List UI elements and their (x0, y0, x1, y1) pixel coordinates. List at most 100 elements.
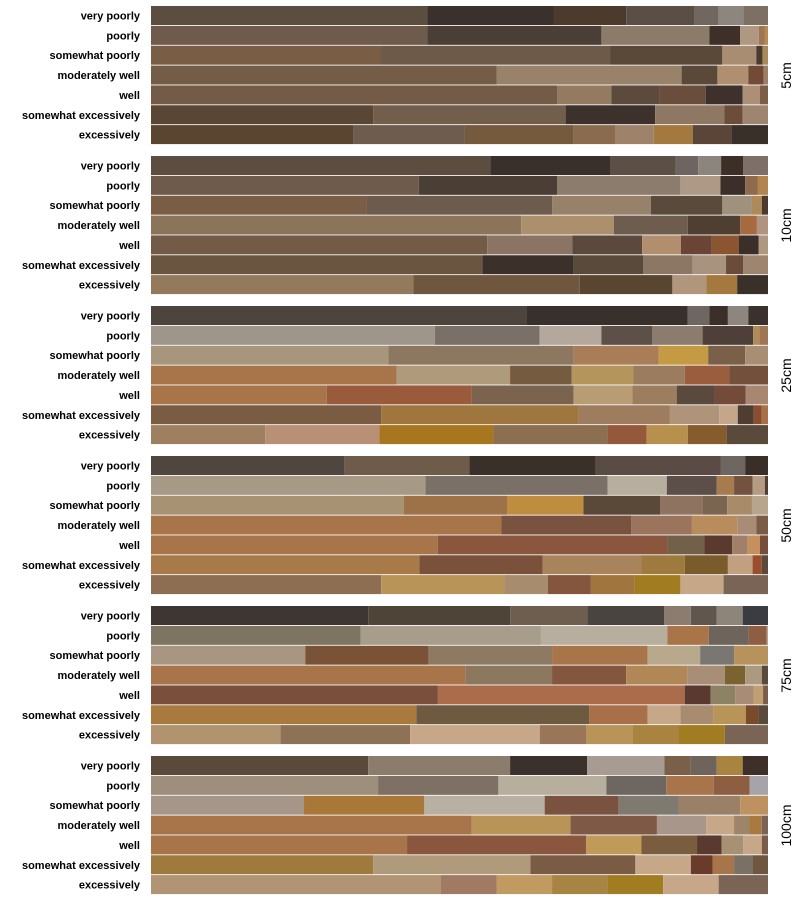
panel-label: 10cm (778, 208, 794, 242)
bar-segment-100cm-well-0 (151, 835, 408, 855)
bar-segment-5cm-somewhat-poorly-2 (610, 45, 723, 65)
bar-segment-50cm-moderately-well-5 (756, 515, 768, 535)
category-label: somewhat poorly (50, 200, 141, 212)
bar-segment-25cm-somewhat-excessively-5 (737, 405, 754, 425)
category-label: somewhat poorly (50, 800, 141, 812)
bar-segment-25cm-poorly-5 (702, 325, 754, 345)
bar-segment-25cm-somewhat-poorly-2 (573, 345, 659, 365)
bar-segment-5cm-somewhat-poorly-0 (151, 45, 381, 65)
bar-segment-5cm-excessively-7 (731, 125, 768, 145)
bar-segment-25cm-very-poorly-3 (709, 306, 728, 325)
panel-label: 50cm (778, 508, 794, 542)
bar-segment-75cm-poorly-1 (360, 625, 541, 645)
bar-segment-10cm-well-5 (711, 235, 739, 255)
bar-segment-25cm-excessively-4 (607, 425, 647, 445)
bar-segment-5cm-moderately-well-0 (151, 65, 497, 85)
category-label: somewhat poorly (50, 50, 141, 62)
bar-segment-75cm-very-poorly-3 (587, 606, 665, 625)
bar-segment-100cm-excessively-3 (552, 875, 608, 895)
bar-segment-25cm-moderately-well-4 (633, 365, 685, 385)
bar-segment-100cm-well-5 (721, 835, 744, 855)
bar-segment-10cm-well-4 (681, 235, 712, 255)
bar-segment-25cm-moderately-well-3 (571, 365, 634, 385)
bar-segment-100cm-moderately-well-4 (706, 815, 735, 835)
bar-segment-100cm-excessively-1 (440, 875, 497, 895)
bar-segment-5cm-somewhat-poorly-3 (722, 45, 757, 65)
bar-segment-25cm-somewhat-poorly-0 (151, 345, 389, 365)
bar-segment-10cm-very-poorly-1 (490, 156, 611, 175)
bar-segment-5cm-poorly-1 (427, 25, 602, 45)
category-label: well (118, 840, 140, 852)
bar-segment-25cm-somewhat-excessively-4 (719, 405, 738, 425)
bar-segment-5cm-somewhat-excessively-3 (655, 105, 725, 125)
bar-segment-5cm-poorly-0 (151, 25, 428, 45)
bar-segment-100cm-poorly-6 (749, 775, 768, 795)
bar-segment-75cm-very-poorly-0 (151, 606, 369, 625)
bar-segment-100cm-well-7 (761, 835, 768, 855)
panel-label: 25cm (778, 358, 794, 392)
category-label: moderately well (57, 520, 140, 532)
bar-segment-100cm-moderately-well-2 (570, 815, 657, 835)
bar-segment-100cm-well-2 (585, 835, 642, 855)
bar-segment-100cm-very-poorly-4 (664, 756, 691, 775)
bar-segment-100cm-somewhat-excessively-4 (690, 855, 713, 875)
bar-segment-5cm-somewhat-excessively-5 (742, 105, 768, 125)
bar-segment-25cm-somewhat-excessively-6 (753, 405, 762, 425)
bar-segment-25cm-poorly-2 (539, 325, 602, 345)
panel-100cm: very poorly poorly somewhat poorly moderate… (22, 756, 794, 895)
category-label: excessively (79, 880, 141, 892)
bar-segment-50cm-poorly-4 (716, 475, 735, 495)
bar-segment-25cm-poorly-7 (759, 325, 768, 345)
bar-segment-75cm-somewhat-poorly-0 (151, 645, 306, 665)
bar-segment-25cm-poorly-6 (753, 325, 760, 345)
category-label: very poorly (81, 461, 141, 473)
bar-segment-10cm-excessively-0 (151, 275, 414, 295)
panel-50cm: very poorly poorly somewhat poorly moderate… (22, 456, 794, 595)
panel-label: 100cm (778, 804, 794, 846)
bar-segment-50cm-excessively-3 (547, 575, 591, 595)
bar-segment-75cm-excessively-0 (151, 725, 281, 745)
bar-segment-50cm-poorly-0 (151, 475, 426, 495)
bar-segment-10cm-very-poorly-5 (721, 156, 744, 175)
bar-segment-50cm-somewhat-excessively-7 (761, 555, 768, 575)
bar-segment-75cm-excessively-5 (632, 725, 679, 745)
bar-segment-50cm-excessively-1 (381, 575, 505, 595)
category-label: excessively (79, 430, 141, 442)
bar-segment-5cm-moderately-well-5 (763, 65, 768, 85)
bar-segment-10cm-well-1 (487, 235, 573, 255)
bar-segment-10cm-somewhat-poorly-2 (552, 195, 651, 215)
bar-segment-5cm-well-0 (151, 85, 557, 105)
bar-segment-100cm-well-3 (641, 835, 698, 855)
bar-segment-25cm-excessively-1 (265, 425, 380, 445)
bar-segment-10cm-very-poorly-4 (698, 156, 722, 175)
bar-segment-75cm-poorly-2 (540, 625, 668, 645)
bar-segment-75cm-moderately-well-1 (465, 665, 553, 685)
category-label: somewhat poorly (50, 350, 141, 362)
panel-label: 5cm (778, 62, 794, 88)
bar-segment-5cm-well-1 (556, 85, 612, 105)
bar-segment-100cm-well-4 (697, 835, 722, 855)
bar-segment-25cm-very-poorly-5 (748, 306, 768, 325)
bar-segment-75cm-excessively-2 (410, 725, 540, 745)
bar-segment-25cm-excessively-3 (493, 425, 608, 445)
bar-segment-10cm-somewhat-poorly-4 (722, 195, 752, 215)
bar-segment-75cm-somewhat-excessively-4 (680, 705, 714, 725)
bar-segment-5cm-well-6 (759, 85, 768, 105)
category-label: poorly (106, 780, 140, 792)
category-label: excessively (79, 280, 141, 292)
bar-segment-5cm-somewhat-excessively-0 (151, 105, 374, 125)
bar-segment-75cm-moderately-well-5 (724, 665, 746, 685)
bar-segment-75cm-moderately-well-7 (761, 665, 768, 685)
category-label: very poorly (81, 761, 141, 773)
bar-segment-50cm-poorly-6 (752, 475, 765, 495)
bar-segment-75cm-poorly-4 (708, 625, 749, 645)
bar-segment-25cm-well-0 (151, 385, 327, 405)
category-label: well (118, 390, 140, 402)
bar-segment-75cm-somewhat-poorly-2 (428, 645, 553, 665)
bar-segment-10cm-moderately-well-5 (756, 215, 768, 235)
bar-segment-25cm-somewhat-excessively-3 (669, 405, 720, 425)
bar-segment-75cm-excessively-4 (585, 725, 633, 745)
bar-segment-25cm-excessively-7 (726, 425, 768, 445)
bar-segment-10cm-very-poorly-3 (675, 156, 699, 175)
bar-segment-100cm-somewhat-poorly-3 (544, 795, 619, 815)
